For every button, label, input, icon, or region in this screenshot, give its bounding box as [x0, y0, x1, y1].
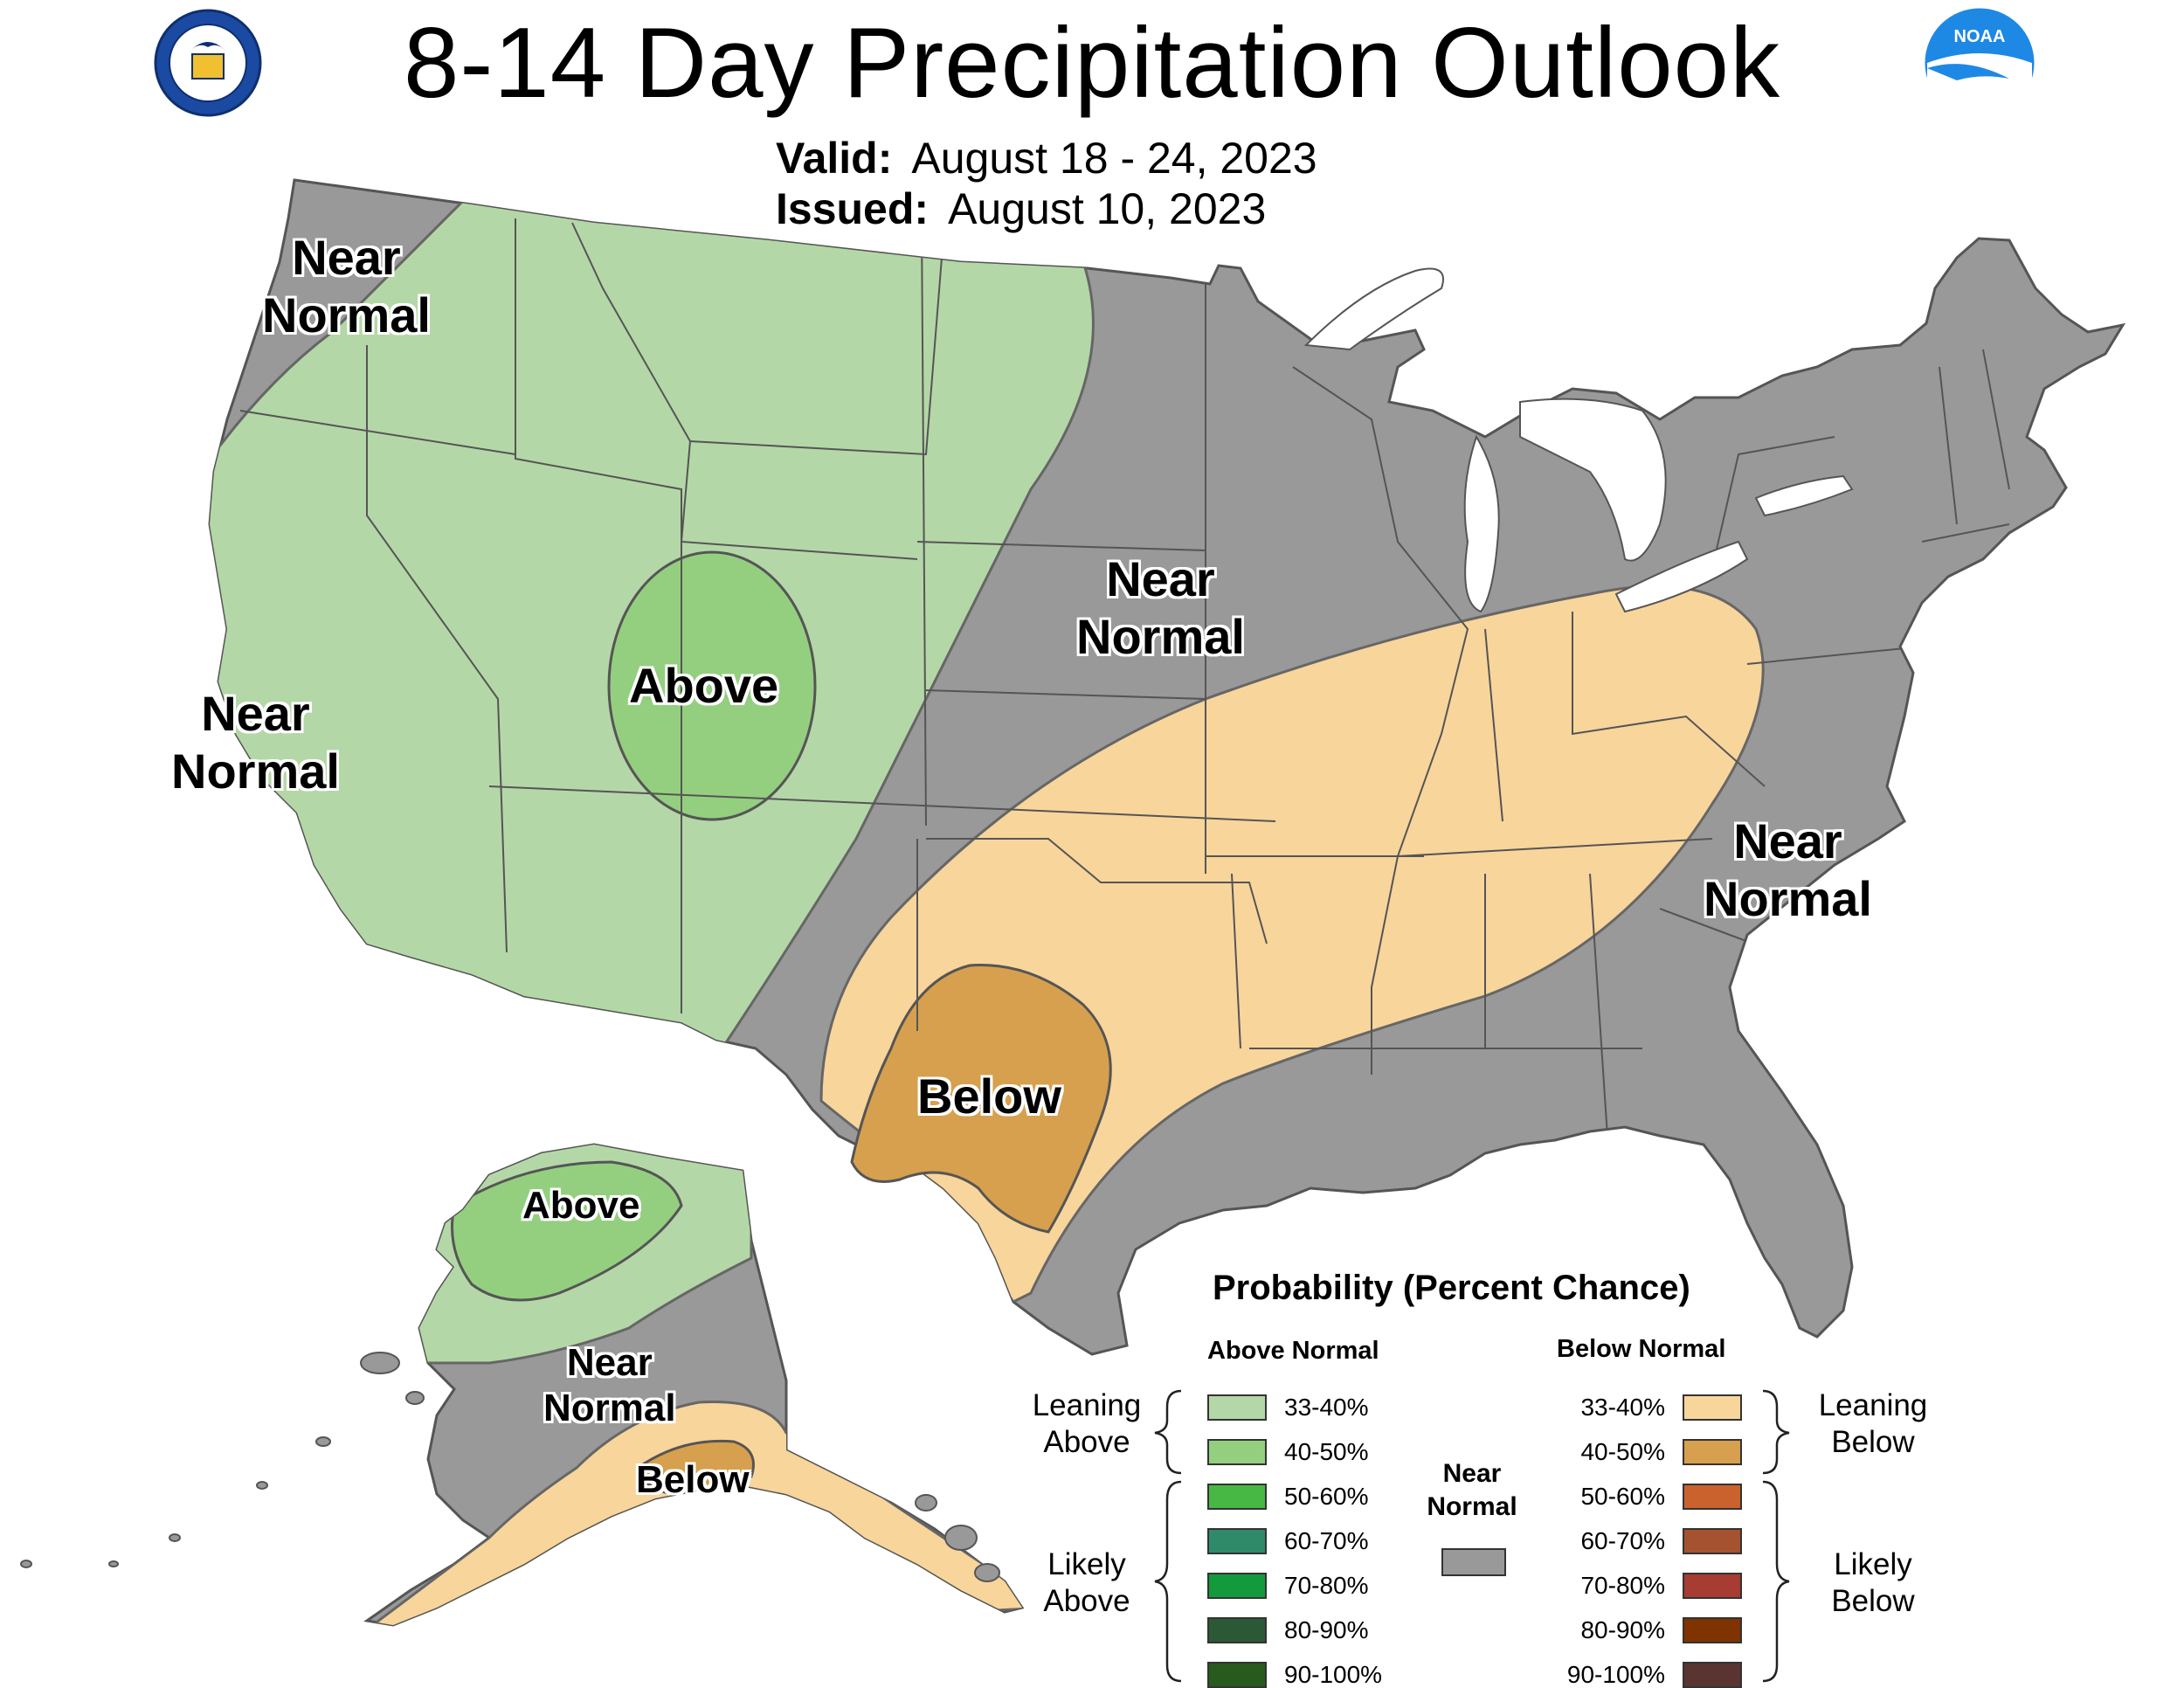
state-boundaries: [239, 218, 2010, 1137]
great-lakes: [1303, 267, 1854, 613]
legend-below-label: 60-70%: [1580, 1527, 1665, 1554]
label-texas: Below: [917, 1069, 1061, 1124]
legend-below-swatch: [1683, 1617, 1742, 1643]
valid-line: Valid: August 18 - 24, 2023: [776, 133, 1317, 183]
label-central-plains: Near Normal: [1076, 551, 1245, 664]
alaska-below-40-region: [636, 1439, 755, 1496]
label-west-coast: Near Normal: [171, 686, 340, 799]
alaska-above-40-region: [451, 1160, 683, 1302]
legend-below-swatch: [1683, 1573, 1742, 1599]
legend-above-label: 70-80%: [1284, 1572, 1369, 1599]
noaa-logo: NOAA: [1922, 5, 2037, 121]
label-alaska-central: Near Normal: [543, 1341, 676, 1429]
legend-below-label: 33-40%: [1580, 1394, 1665, 1421]
legend-above-swatch: [1207, 1439, 1267, 1465]
noaa-logo-text: NOAA: [1954, 27, 2006, 46]
legend-above-swatch: [1207, 1573, 1267, 1599]
legend-likely-above: Likely Above: [1043, 1547, 1130, 1618]
legend-below-swatch: [1683, 1439, 1742, 1465]
legend-below-swatch: [1683, 1528, 1742, 1554]
label-alaska-south: Below: [636, 1458, 750, 1501]
brace-likely-below: [1762, 1480, 1790, 1683]
legend-above-label: 50-60%: [1284, 1483, 1369, 1510]
legend-below-swatch: [1683, 1662, 1742, 1688]
label-southeast: Near Normal: [1704, 813, 1872, 926]
legend-near-normal-swatch: [1441, 1548, 1506, 1576]
below-40-region-texas: [850, 964, 1112, 1234]
legend-above-label: 33-40%: [1284, 1394, 1369, 1421]
brace-likely-above: [1154, 1480, 1182, 1683]
page-title: 8-14 Day Precipitation Outlook: [403, 8, 1781, 119]
label-northwest: Near Normal: [262, 230, 431, 342]
legend-below-header: Below Normal: [1557, 1335, 1726, 1363]
legend-likely-below: Likely Below: [1831, 1547, 1915, 1618]
legend-above-swatch: [1207, 1484, 1267, 1510]
legend-below-swatch: [1683, 1484, 1742, 1510]
above-40-region-colorado: [607, 550, 817, 821]
issued-label: Issued:: [776, 184, 930, 233]
valid-label: Valid:: [776, 134, 893, 183]
legend-above-swatch: [1207, 1528, 1267, 1554]
legend-title: Probability (Percent Chance): [1213, 1269, 1690, 1307]
legend-above-swatch: [1207, 1617, 1267, 1643]
legend-below-label: 90-100%: [1566, 1661, 1665, 1688]
legend-leaning-above: Leaning Above: [1032, 1388, 1142, 1459]
legend-above-swatch: [1207, 1394, 1267, 1421]
legend-leaning-below: Leaning Below: [1818, 1388, 1928, 1459]
legend-below-label: 80-90%: [1580, 1616, 1665, 1643]
legend-below-label: 50-60%: [1580, 1483, 1665, 1510]
brace-leaning-below: [1762, 1389, 1790, 1475]
legend-below-swatch: [1683, 1394, 1742, 1421]
alaska-islands: [20, 1352, 1000, 1582]
legend-above-label: 90-100%: [1284, 1661, 1383, 1688]
legend-above-label: 80-90%: [1284, 1616, 1369, 1643]
label-four-corners: Above: [629, 658, 779, 713]
legend-above-header: Above Normal: [1207, 1337, 1379, 1365]
commerce-seal-logo: [154, 9, 262, 117]
valid-value: August 18 - 24, 2023: [911, 134, 1317, 183]
legend-near-normal-label: Near Normal: [1427, 1459, 1517, 1521]
legend-below-label: 70-80%: [1580, 1572, 1665, 1599]
label-alaska-north: Above: [522, 1184, 640, 1227]
conus-map: [208, 178, 2126, 1356]
brace-leaning-above: [1154, 1389, 1182, 1475]
legend-above-label: 40-50%: [1284, 1438, 1369, 1465]
legend-above-swatch: [1207, 1662, 1267, 1688]
legend-above-label: 60-70%: [1284, 1527, 1369, 1554]
legend-below-label: 40-50%: [1580, 1438, 1665, 1465]
issued-value: August 10, 2023: [948, 184, 1267, 233]
issued-line: Issued: August 10, 2023: [776, 183, 1266, 234]
